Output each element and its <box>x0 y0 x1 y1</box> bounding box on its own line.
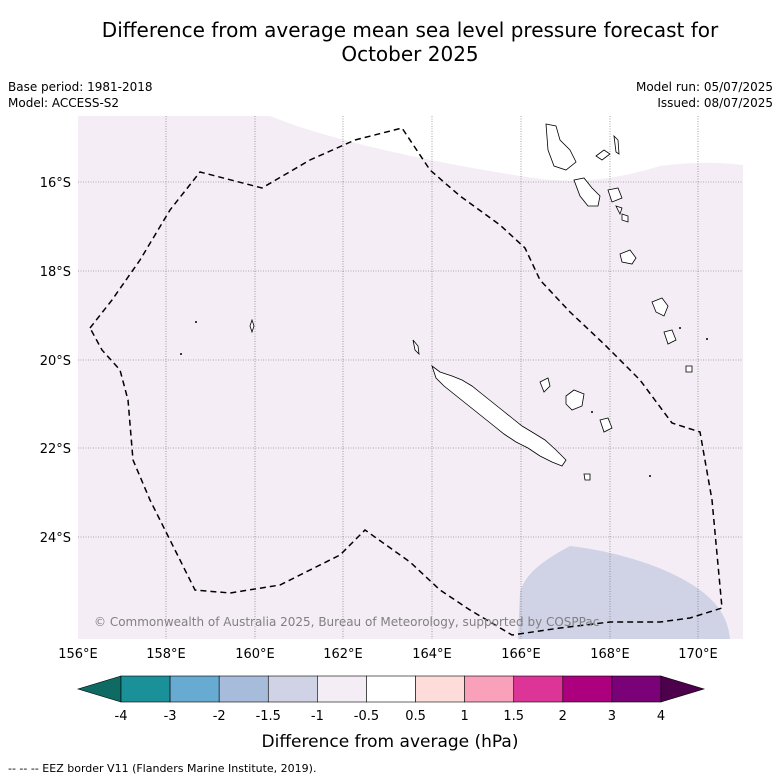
colorbar-tick-label: 1 <box>460 709 468 724</box>
eez-border <box>89 127 723 636</box>
loyalty-islet <box>591 411 593 413</box>
colorbar-tick-label: -2 <box>213 709 226 724</box>
espiritu-santo-island <box>545 123 577 171</box>
epi-island <box>615 205 623 216</box>
erromango-island <box>651 297 669 317</box>
colorbar-tick-label: 0.5 <box>405 709 426 724</box>
aneityum-island <box>685 365 693 373</box>
ouvea-island <box>539 377 551 393</box>
mare-island <box>599 417 613 433</box>
colorbar-box <box>415 675 465 703</box>
colorbar-box <box>120 675 171 703</box>
lifou-island <box>565 389 585 411</box>
chesterfield-islet-2 <box>195 321 197 323</box>
lon-tick-labels: 156°E 158°E 160°E 162°E 164°E 166°E 168°… <box>58 647 718 662</box>
colorbar-tick-label: -1 <box>311 709 324 724</box>
map-content <box>78 116 743 639</box>
title-line-1: Difference from average mean sea level p… <box>101 18 719 42</box>
colorbar-tick-label: 1.5 <box>503 709 524 724</box>
lon-tick-label: 164°E <box>412 647 452 662</box>
anomaly-region-negative <box>518 546 730 639</box>
colorbar-box <box>267 675 318 703</box>
meta-right: Model run: 05/07/2025 Issued: 08/07/2025 <box>636 79 773 111</box>
isle-of-pines <box>583 473 591 481</box>
colorbar-labels: -4 -3 -2 -1.5 -1 -0.5 0.5 1 1.5 2 3 4 <box>115 709 666 724</box>
anomaly-region-near-zero <box>78 116 743 639</box>
lat-tick-label: 16°S <box>40 176 71 191</box>
chesterfield-islet-1 <box>249 318 255 334</box>
colorbar-box <box>611 675 662 703</box>
colorbar-box <box>513 675 564 703</box>
lon-tick-label: 158°E <box>146 647 186 662</box>
lat-tick-label: 18°S <box>40 265 71 280</box>
shepherd-islets <box>621 213 629 223</box>
walpole-islet <box>649 475 651 477</box>
colorbar-box <box>317 675 367 703</box>
malekula-island <box>573 177 601 207</box>
lon-tick-label: 156°E <box>58 647 98 662</box>
lon-tick-label: 162°E <box>323 647 363 662</box>
colorbar-tick-label: -1.5 <box>256 709 281 724</box>
colorbar-extend-low <box>76 675 122 703</box>
colorbar-box <box>464 675 515 703</box>
colorbar-tick-label: -3 <box>164 709 177 724</box>
new-caledonia-island <box>431 364 567 467</box>
issued-text: Issued: 08/07/2025 <box>657 96 773 110</box>
colorbar-tick-label: 3 <box>608 709 616 724</box>
base-period-text: Base period: 1981-2018 <box>8 80 153 94</box>
model-run-text: Model run: 05/07/2025 <box>635 80 773 94</box>
lon-tick-label: 160°E <box>235 647 275 662</box>
lat-tick-label: 20°S <box>40 354 71 369</box>
hunter-islet <box>706 338 708 340</box>
meta-left: Base period: 1981-2018 Model: ACCESS-S2 <box>8 79 153 111</box>
efate-island <box>619 249 637 265</box>
colorbar-extend-high <box>660 675 706 703</box>
model-text: Model: ACCESS-S2 <box>8 96 120 110</box>
lon-tick-label: 166°E <box>501 647 541 662</box>
colorbar-title: Difference from average (hPa) <box>262 732 519 752</box>
colorbar <box>76 675 706 703</box>
copyright-text: © Commonwealth of Australia 2025, Bureau… <box>94 615 599 629</box>
lat-tick-label: 24°S <box>40 531 71 546</box>
eez-footnote: -- -- -- EEZ border V11 (Flanders Marine… <box>8 762 317 775</box>
matthew-islet <box>679 327 681 329</box>
colorbar-box <box>562 675 613 703</box>
ambae-island <box>595 149 611 161</box>
colorbar-box <box>366 675 416 703</box>
map-title: Difference from average mean sea level p… <box>40 18 780 66</box>
lat-tick-labels: 16°S 18°S 20°S 22°S 24°S <box>40 176 71 546</box>
colorbar-tick-label: -4 <box>115 709 128 724</box>
chesterfield-islet-3 <box>180 353 182 355</box>
colorbar-tick-label: 4 <box>657 709 665 724</box>
tanna-island <box>663 329 677 345</box>
colorbar-tick-label: 2 <box>559 709 567 724</box>
lon-tick-label: 170°E <box>678 647 718 662</box>
colorbar-box <box>218 675 269 703</box>
lon-tick-label: 168°E <box>590 647 630 662</box>
colorbar-tick-label: -0.5 <box>354 709 379 724</box>
maewo-island <box>613 134 620 155</box>
colorbar-box <box>169 675 220 703</box>
title-line-2: October 2025 <box>341 42 479 66</box>
pentecost-island <box>607 187 623 203</box>
north-islet <box>412 339 420 356</box>
lat-tick-label: 22°S <box>40 442 71 457</box>
